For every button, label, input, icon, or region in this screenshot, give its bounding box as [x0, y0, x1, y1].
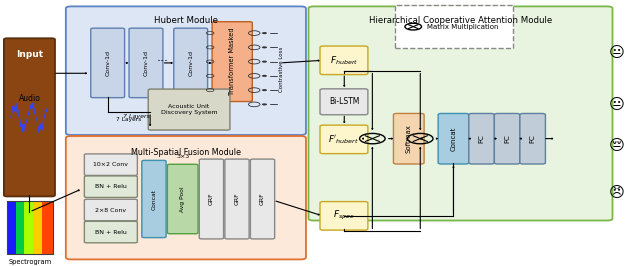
Text: GRF: GRF [209, 193, 214, 205]
Text: 7 Layers: 7 Layers [116, 117, 141, 122]
Text: GRF: GRF [260, 193, 265, 205]
FancyBboxPatch shape [84, 176, 138, 197]
Text: BN + Relu: BN + Relu [95, 184, 127, 189]
Circle shape [262, 103, 267, 105]
FancyBboxPatch shape [7, 201, 19, 254]
Text: Hubert Module: Hubert Module [154, 16, 218, 25]
FancyBboxPatch shape [199, 159, 223, 239]
Text: Avg Pool: Avg Pool [180, 186, 185, 212]
Text: Audio: Audio [19, 94, 40, 103]
FancyBboxPatch shape [129, 28, 163, 98]
Text: 3×3: 3×3 [176, 154, 189, 159]
Circle shape [262, 75, 267, 77]
FancyBboxPatch shape [91, 28, 125, 98]
Circle shape [262, 89, 267, 91]
FancyBboxPatch shape [396, 5, 513, 48]
Text: 10×2 Conv: 10×2 Conv [93, 162, 129, 167]
FancyBboxPatch shape [148, 89, 230, 130]
FancyBboxPatch shape [212, 22, 252, 102]
FancyBboxPatch shape [66, 136, 306, 259]
Text: Acoustic Unit
Discovery System: Acoustic Unit Discovery System [161, 104, 218, 115]
Text: Conv-1d: Conv-1d [188, 50, 193, 76]
Text: GRF: GRF [234, 193, 239, 205]
FancyBboxPatch shape [394, 114, 424, 164]
FancyBboxPatch shape [42, 201, 53, 254]
FancyBboxPatch shape [84, 199, 138, 221]
FancyBboxPatch shape [225, 159, 249, 239]
Text: 😔: 😔 [609, 138, 625, 153]
Text: $F'_{hubert}$: $F'_{hubert}$ [328, 133, 360, 146]
FancyBboxPatch shape [438, 114, 468, 164]
Text: Concat: Concat [152, 189, 156, 210]
FancyBboxPatch shape [24, 201, 36, 254]
Text: Softmax: Softmax [406, 124, 412, 153]
FancyBboxPatch shape [320, 202, 368, 230]
Text: FC: FC [479, 134, 484, 143]
Text: 😠: 😠 [609, 185, 625, 200]
Text: Concat: Concat [451, 127, 456, 151]
FancyBboxPatch shape [84, 221, 138, 243]
Text: Input: Input [16, 50, 43, 59]
Text: Spectrogram: Spectrogram [8, 259, 52, 265]
Text: 😐: 😐 [609, 97, 625, 112]
Circle shape [262, 61, 267, 63]
Text: $F_{hubert}$: $F_{hubert}$ [330, 54, 358, 66]
Text: Hierarchical Cooperative Attention Module: Hierarchical Cooperative Attention Modul… [369, 16, 552, 25]
FancyBboxPatch shape [66, 6, 306, 135]
FancyBboxPatch shape [494, 114, 520, 164]
Text: 2×8 Conv: 2×8 Conv [95, 207, 127, 213]
FancyBboxPatch shape [168, 164, 198, 234]
Text: Matrix Multiplication: Matrix Multiplication [428, 24, 499, 30]
Text: 😐: 😐 [609, 45, 625, 60]
Text: Conv-1d: Conv-1d [143, 50, 148, 76]
Text: FC: FC [504, 134, 510, 143]
Circle shape [262, 32, 267, 34]
Text: Bi-LSTM: Bi-LSTM [329, 97, 359, 106]
FancyBboxPatch shape [4, 38, 55, 196]
FancyBboxPatch shape [16, 201, 27, 254]
FancyBboxPatch shape [308, 6, 612, 221]
Text: BN + Relu: BN + Relu [95, 230, 127, 235]
Text: Multi-Spatial Fusion Module: Multi-Spatial Fusion Module [131, 148, 241, 157]
Text: $F_{spec}$: $F_{spec}$ [333, 209, 355, 222]
FancyBboxPatch shape [84, 154, 138, 175]
Circle shape [262, 46, 267, 48]
Text: Conv-1d: Conv-1d [105, 50, 110, 76]
FancyBboxPatch shape [173, 28, 207, 98]
FancyBboxPatch shape [320, 46, 368, 74]
Text: FC: FC [530, 134, 536, 143]
FancyBboxPatch shape [320, 89, 368, 115]
FancyBboxPatch shape [250, 159, 275, 239]
FancyBboxPatch shape [33, 201, 44, 254]
Text: 7 Layers: 7 Layers [124, 114, 150, 119]
FancyBboxPatch shape [142, 160, 166, 238]
FancyBboxPatch shape [320, 125, 368, 154]
Text: ···: ··· [157, 55, 169, 68]
Text: Contrastive Loss: Contrastive Loss [279, 47, 284, 92]
FancyBboxPatch shape [520, 114, 545, 164]
FancyBboxPatch shape [468, 114, 494, 164]
Text: Transformer Masked: Transformer Masked [229, 28, 235, 95]
